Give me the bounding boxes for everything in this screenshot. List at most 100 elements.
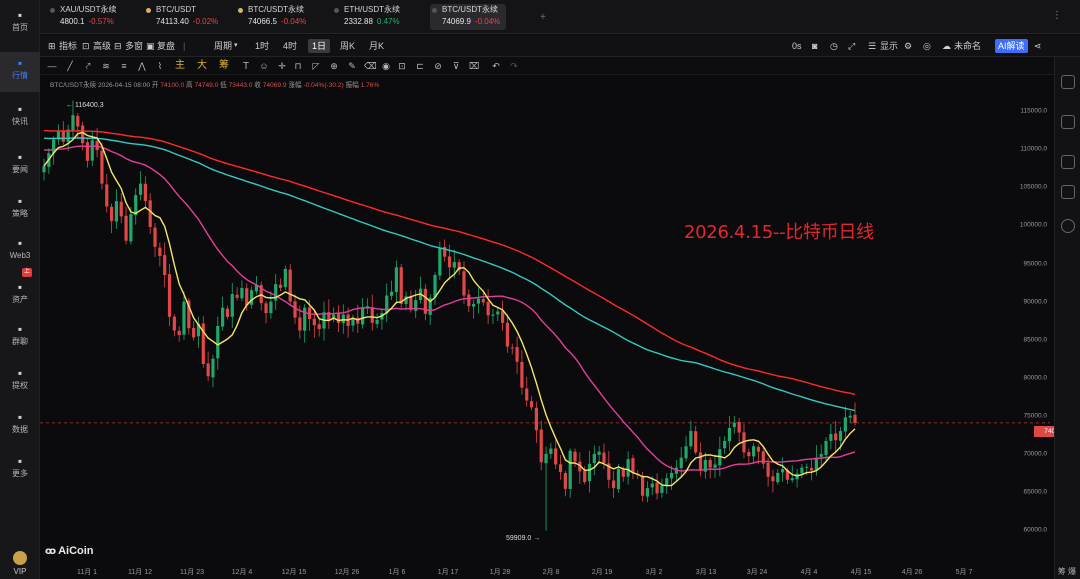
sidebar-item-1[interactable]: ▪ 行情 <box>0 52 40 92</box>
sidebar-item-3[interactable]: ▪ 要闻 <box>0 146 40 186</box>
candle-body <box>225 308 230 317</box>
sidebar-item-0[interactable]: ▪ 首页 <box>0 4 40 44</box>
y-tick-label: 75000.0 <box>1023 412 1048 420</box>
filter-icon[interactable]: ⊽ <box>452 61 460 71</box>
expand-icon[interactable]: ⤢ <box>848 41 856 51</box>
zoom-icon[interactable]: ⊕ <box>330 61 338 71</box>
vip-button[interactable]: VIP <box>0 551 40 576</box>
replay-button[interactable]: 复盘 <box>157 41 176 51</box>
ai-interpret-button[interactable]: AI解读 <box>995 39 1028 53</box>
sidebar-item-10[interactable]: ▪ 更多 <box>0 450 40 490</box>
sidebar-item-9[interactable]: ▪ 数据 <box>0 406 40 446</box>
cloud-icon[interactable]: ☁ <box>942 41 951 51</box>
big-chip-button[interactable]: 大 <box>197 60 207 71</box>
x-tick-label: 3月 2 <box>645 569 663 576</box>
depth-icon[interactable] <box>1061 155 1075 169</box>
cross-icon[interactable]: ✛ <box>278 61 286 71</box>
bookmark-icon[interactable]: ⊏ <box>416 61 424 71</box>
alarm-icon[interactable]: ◷ <box>830 41 838 51</box>
multi-window-icon[interactable]: ⊟ <box>114 41 122 51</box>
emoji-icon[interactable]: ☺ <box>259 61 269 71</box>
permission-icon: ▪ <box>17 366 23 380</box>
candle-body <box>607 463 611 480</box>
trash-icon[interactable]: ⌧ <box>468 61 480 71</box>
ticker-tab[interactable]: BTC/USDT永续 74066.5 -0.04% <box>236 4 306 30</box>
candle-body <box>587 463 592 482</box>
share-icon[interactable]: ⋖ <box>1034 41 1042 51</box>
info-symbol: BTC/USDT永续 <box>50 82 97 89</box>
interval-4h[interactable]: 4时 <box>283 41 298 51</box>
text-icon[interactable]: Ｔ <box>241 61 251 71</box>
candle-body <box>288 269 292 302</box>
lock-icon[interactable]: ⊡ <box>398 61 406 71</box>
display-icon[interactable]: ☰ <box>868 41 877 51</box>
add-tab-icon[interactable]: + <box>540 12 546 23</box>
parallel-channel-icon[interactable]: ≋ <box>102 61 110 71</box>
robot-icon[interactable] <box>1061 219 1075 233</box>
candle-body <box>283 268 287 288</box>
price-chart[interactable] <box>40 90 1050 564</box>
ticker-tab[interactable]: XAU/USDT永续 4800.1 -0.57% <box>48 4 116 30</box>
trend-line-icon[interactable]: ╱ <box>67 61 73 71</box>
trades-icon[interactable] <box>1061 115 1075 129</box>
sidebar-item-2[interactable]: ▪ 快讯 <box>0 98 40 138</box>
ticker-tab[interactable]: BTC/USDT永续 74069.9 -0.04% <box>430 4 507 30</box>
brush-icon[interactable]: ✎ <box>348 61 356 71</box>
sidebar-item-7[interactable]: ▪ 群聊 <box>0 318 40 358</box>
ticker-tab[interactable]: BTC/USDT 74113.40 -0.02% <box>144 4 218 30</box>
candle-body <box>356 317 360 324</box>
advanced-button[interactable]: 高级 <box>93 41 112 51</box>
candle-body <box>694 431 698 453</box>
chevron-down-icon[interactable]: ▾ <box>234 42 238 49</box>
magnet-icon[interactable]: ⊓ <box>294 61 302 71</box>
ticker-tab[interactable]: ETH/USDT永续 2332.88 0.47% <box>332 4 400 30</box>
candle-body <box>56 131 61 140</box>
ma-magenta-line <box>43 145 856 472</box>
bottom-right-tools[interactable]: 筹 爆 <box>1057 567 1076 576</box>
chip-dist-button[interactable]: 筹 <box>219 60 229 71</box>
candle-body <box>848 415 852 418</box>
tab-menu-icon[interactable]: ⋮ <box>1052 10 1062 21</box>
notes-icon[interactable] <box>1061 185 1075 199</box>
period-button[interactable]: 周期 <box>214 41 233 51</box>
candle-body <box>129 214 133 242</box>
advanced-icon[interactable]: ⊡ <box>82 41 90 51</box>
x-tick-label: 11月 1 <box>76 569 98 576</box>
hide-icon[interactable]: ⊘ <box>434 61 442 71</box>
multi-window-button[interactable]: 多窗 <box>125 41 144 51</box>
shapes-icon[interactable]: ⌇ <box>157 61 163 71</box>
candle-body <box>81 125 85 144</box>
sidebar-item-8[interactable]: ▪ 提权 <box>0 362 40 402</box>
indicators-icon[interactable]: ⊞ <box>48 41 56 51</box>
camera-snapshot-icon[interactable]: ◎ <box>923 41 931 51</box>
interval-monthly[interactable]: 月K <box>369 41 385 51</box>
eraser-icon[interactable]: ⌫ <box>364 61 377 71</box>
orderbook-icon[interactable] <box>1061 75 1075 89</box>
interval-1d[interactable]: 1日 <box>308 39 331 53</box>
fibonacci-icon[interactable]: ≡ <box>121 61 127 71</box>
sidebar-item-label: 资产 <box>12 295 28 304</box>
pattern-icon[interactable]: ⋀ <box>138 61 146 71</box>
chart-toolbar: ⊞ 指标 ⊡ 高级 ⊟ 多窗 ▣ 复盘 | 周期 ▾ 1时 4时 1日 周K 月… <box>40 35 1080 57</box>
candle-body <box>269 301 273 314</box>
redo-icon[interactable]: ↷ <box>510 61 518 71</box>
sidebar-item-6[interactable]: ▪ 资产 <box>0 276 40 316</box>
sidebar-item-4[interactable]: ▪ 策略 <box>0 190 40 230</box>
undo-icon[interactable]: ↶ <box>492 61 500 71</box>
sidebar-item-5[interactable]: ▪ Web3 <box>0 232 40 272</box>
main-chip-button[interactable]: 主 <box>175 60 185 71</box>
settings-gear-icon[interactable]: ⚙ <box>904 41 913 51</box>
display-button[interactable]: 显示 <box>880 41 899 51</box>
replay-icon[interactable]: ▣ <box>146 41 155 51</box>
interval-1h[interactable]: 1时 <box>255 41 270 51</box>
interval-weekly[interactable]: 周K <box>340 41 356 51</box>
ruler-icon[interactable]: ◸ <box>312 61 320 71</box>
layout-name-select[interactable]: 未命名 <box>954 41 982 51</box>
ray-line-icon[interactable]: ⤤ <box>85 61 91 71</box>
candle-body <box>568 450 572 489</box>
indicators-button[interactable]: 指标 <box>59 41 78 51</box>
camera-icon[interactable]: ◙ <box>812 41 818 51</box>
eye-icon[interactable]: ◉ <box>382 61 390 71</box>
horizontal-line-icon[interactable]: — <box>47 61 57 71</box>
chat-icon: ▪ <box>17 322 23 336</box>
